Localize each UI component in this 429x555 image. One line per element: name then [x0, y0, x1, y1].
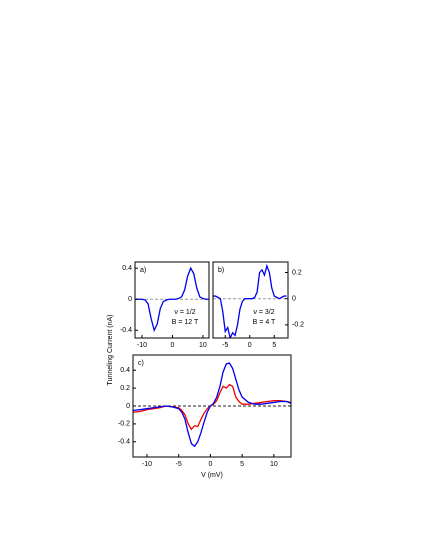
- x-tick-label: 5: [272, 342, 276, 349]
- y-tick-label: 0.4: [120, 367, 130, 374]
- x-tick-label: -10: [142, 461, 152, 468]
- panel-label: a): [140, 267, 146, 274]
- y-tick-label: -0.4: [120, 327, 132, 334]
- y-tick-label: 0: [128, 296, 132, 303]
- plot-frame: [212, 261, 289, 339]
- y-tick-label: -0.2: [118, 421, 130, 428]
- x-tick-label: 10: [270, 461, 278, 468]
- y-tick-label: -0.2: [292, 322, 304, 329]
- annotation: ν = 3/2: [253, 309, 274, 316]
- y-axis-label: Tunneling Current (nA): [107, 315, 114, 386]
- panel-label: b): [218, 267, 224, 274]
- annotation: B = 12 T: [172, 319, 199, 326]
- series-line: [135, 266, 209, 333]
- annotation: B = 4 T: [253, 319, 276, 326]
- x-tick-label: 5: [240, 461, 244, 468]
- y-tick-label: 0.2: [292, 269, 302, 276]
- x-tick-label: 0: [171, 342, 175, 349]
- x-tick-label: 0: [208, 461, 212, 468]
- x-tick-label: -10: [137, 342, 147, 349]
- x-tick-label: -5: [176, 461, 182, 468]
- y-tick-label: 0: [292, 296, 296, 303]
- y-tick-label: -0.4: [118, 439, 130, 446]
- series-line: [133, 362, 291, 448]
- x-tick-label: -5: [222, 342, 228, 349]
- annotation: ν = 1/2: [174, 309, 195, 316]
- y-tick-label: 0.2: [120, 385, 130, 392]
- panel-label: c): [138, 360, 144, 367]
- y-tick-label: 0: [126, 403, 130, 410]
- y-tick-label: 0.4: [122, 265, 132, 272]
- x-tick-label: 10: [199, 342, 207, 349]
- plot-frame: [132, 354, 292, 458]
- x-axis-label: V (mV): [201, 472, 223, 479]
- series-line: [213, 263, 287, 338]
- x-tick-label: 0: [248, 342, 252, 349]
